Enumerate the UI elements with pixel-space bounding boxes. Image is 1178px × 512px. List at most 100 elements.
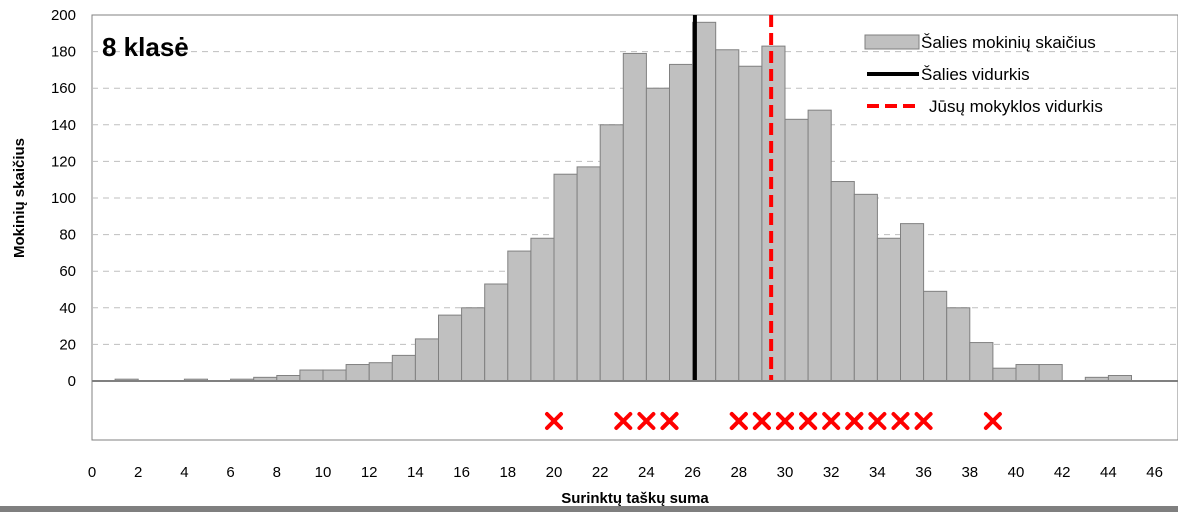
histogram-bar-38: [969, 342, 994, 382]
histogram-bar-41: [1038, 364, 1063, 382]
histogram-bar-20: [553, 173, 578, 382]
x-tick-label: 20: [546, 464, 563, 481]
x-tick-label: 38: [961, 464, 978, 481]
student-marker-stroke: [983, 412, 1002, 430]
histogram-bar-11: [345, 364, 370, 382]
y-tick-label: 80: [59, 227, 76, 244]
histogram-bar-15: [438, 314, 463, 382]
legend-label-school-mean: Jūsų mokyklos vidurkis: [929, 97, 1103, 116]
histogram-bar-14: [414, 338, 439, 382]
histogram-bar-22: [599, 124, 624, 382]
student-marker-stroke: [799, 412, 818, 430]
student-marker-stroke: [822, 412, 841, 430]
histogram-bar-35: [900, 223, 925, 382]
histogram-bar-9: [299, 369, 324, 382]
x-tick-label: 14: [407, 464, 424, 481]
y-tick-label: 160: [51, 80, 76, 97]
histogram-bar-13: [391, 354, 416, 382]
histogram-bar-12: [368, 362, 393, 382]
y-tick-label: 180: [51, 44, 76, 61]
x-tick-label: 6: [226, 464, 234, 481]
mean-lines: [692, 15, 774, 381]
x-axis-title: Surinktų taškų suma: [561, 490, 709, 507]
student-marker-18: [914, 412, 933, 430]
school-student-markers: [545, 412, 1002, 430]
histogram-bar-24: [645, 87, 671, 382]
histogram-bar-40: [1015, 364, 1040, 382]
y-tick-label: 200: [51, 7, 76, 24]
student-marker-15: [845, 412, 864, 430]
student-marker-stroke: [614, 412, 633, 430]
student-marker-1: [614, 412, 633, 430]
x-tick-label: 4: [180, 464, 188, 481]
x-tick-label: 42: [1054, 464, 1071, 481]
student-marker-6: [729, 412, 748, 430]
bottom-divider: [0, 506, 1178, 512]
student-marker-stroke: [752, 412, 771, 430]
student-marker-stroke: [868, 412, 887, 430]
student-marker-13: [822, 412, 841, 430]
x-tick-label: 28: [730, 464, 747, 481]
y-tick-label: 0: [68, 373, 76, 390]
student-marker-0: [545, 412, 563, 430]
histogram-bar-25: [669, 63, 694, 382]
histogram-bar-10: [322, 369, 347, 382]
histogram-bar-21: [576, 166, 601, 382]
x-tick-label: 18: [499, 464, 516, 481]
histogram-bar-32: [830, 181, 855, 382]
x-tick-label: 30: [777, 464, 794, 481]
x-tick-label: 26: [684, 464, 701, 481]
x-tick-label: 44: [1100, 464, 1117, 481]
student-marker-16: [868, 412, 887, 430]
legend-label-histogram: Šalies mokinių skaičius: [921, 33, 1096, 52]
y-axis-title: Mokinių skaičius: [11, 138, 28, 258]
y-tick-label: 20: [59, 336, 76, 353]
x-tick-label: 12: [361, 464, 378, 481]
x-tick-label: 40: [1008, 464, 1025, 481]
student-marker-stroke: [914, 412, 933, 430]
legend-swatch-histogram: [864, 34, 920, 50]
histogram-bar-37: [946, 307, 971, 382]
y-axis-ticks: 0 20 40 60 80 100 120 140 160 180 200: [51, 7, 76, 390]
histogram-bar-33: [853, 193, 878, 382]
student-marker-stroke: [545, 412, 563, 430]
histogram-bar-23: [622, 52, 647, 382]
student-marker-2: [637, 412, 656, 430]
histogram-bar-34: [876, 237, 902, 382]
plot-area-markers: [91, 380, 1178, 441]
student-marker-stroke: [637, 412, 656, 430]
student-marker-19: [983, 412, 1002, 430]
histogram-bar-36: [923, 290, 948, 382]
x-tick-label: 34: [869, 464, 886, 481]
panel-label: 8 klasė: [102, 32, 189, 62]
x-axis-ticks: 0 2 4 6 8 10 12 14 16 18 20 22 24 26 28 30 32 34 36 38 40 42 4…: [88, 464, 1163, 481]
histogram-bar-17: [484, 283, 509, 382]
student-marker-stroke: [891, 412, 910, 430]
x-tick-label: 24: [638, 464, 655, 481]
x-tick-label: 32: [823, 464, 840, 481]
x-tick-label: 36: [915, 464, 932, 481]
histogram-bar-39: [992, 367, 1017, 382]
x-tick-label: 0: [88, 464, 96, 481]
student-marker-stroke: [660, 412, 679, 430]
student-marker-4: [660, 412, 679, 430]
legend: Šalies mokinių skaičius Šalies vidurkis …: [864, 33, 1103, 116]
student-marker-12: [799, 412, 818, 430]
student-marker-stroke: [776, 412, 794, 430]
student-marker-stroke: [845, 412, 864, 430]
x-tick-label: 8: [273, 464, 281, 481]
x-tick-label: 46: [1146, 464, 1163, 481]
y-tick-label: 40: [59, 300, 76, 317]
histogram-bar-29: [761, 45, 786, 382]
legend-label-national-mean: Šalies vidurkis: [921, 65, 1030, 84]
x-tick-label: 16: [453, 464, 470, 481]
histogram-bar-18: [507, 250, 532, 382]
histogram-bar-28: [738, 65, 763, 382]
x-tick-label: 22: [592, 464, 609, 481]
histogram-bars: [114, 21, 1133, 382]
histogram-bar-16: [461, 307, 486, 382]
histogram-bar-27: [715, 49, 740, 382]
y-tick-label: 120: [51, 153, 76, 170]
y-tick-label: 140: [51, 117, 76, 134]
